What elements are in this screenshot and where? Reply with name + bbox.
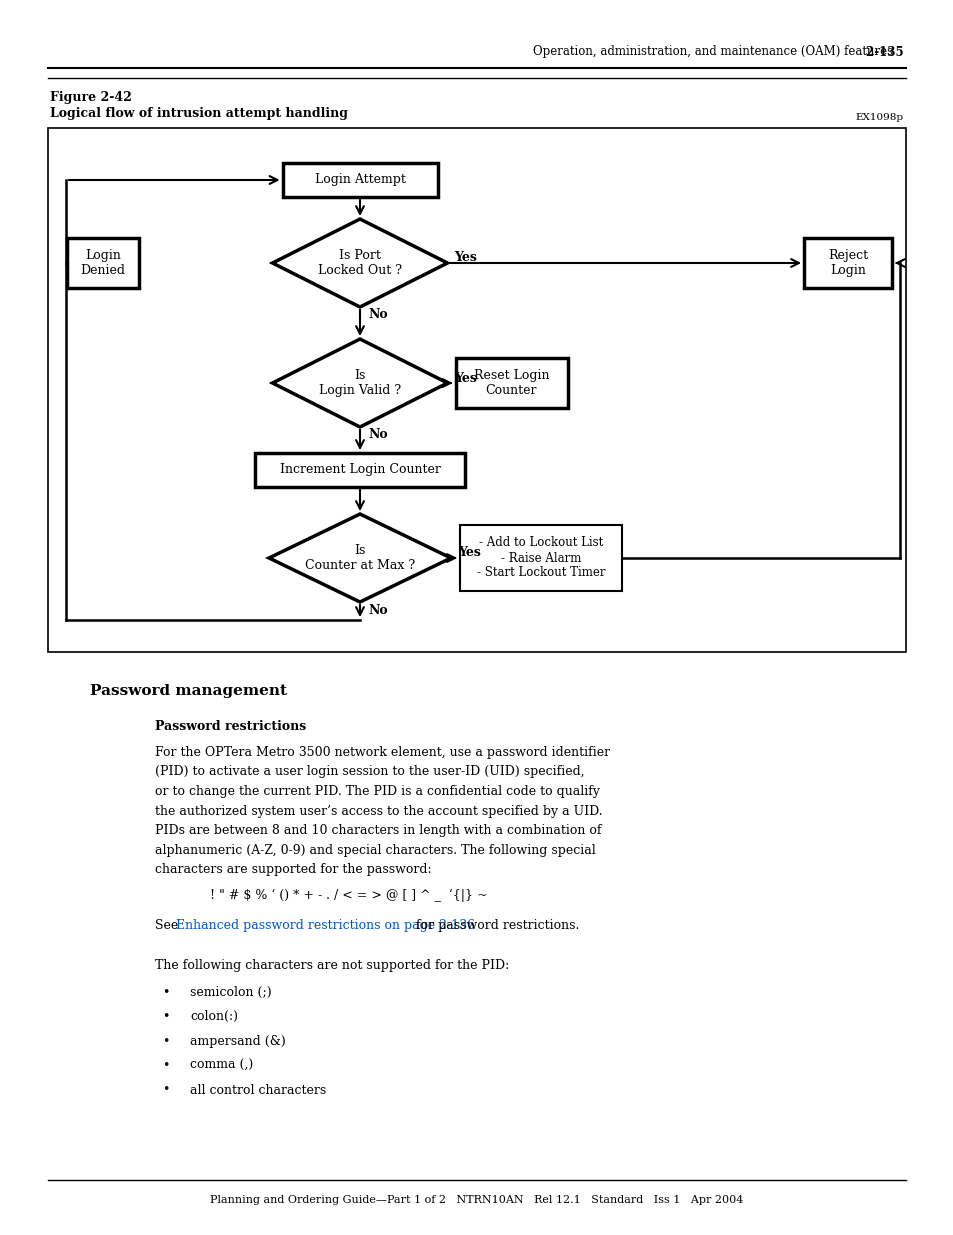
Polygon shape [273,219,447,308]
Text: Password management: Password management [90,684,287,698]
Text: No: No [368,604,387,616]
Text: •: • [162,1058,170,1072]
Text: Enhanced password restrictions on page 2-136: Enhanced password restrictions on page 2… [176,919,475,931]
Text: Login Attempt: Login Attempt [314,173,405,186]
Text: ampersand (&): ampersand (&) [190,1035,286,1047]
Text: alphanumeric (A-Z, 0-9) and special characters. The following special: alphanumeric (A-Z, 0-9) and special char… [154,844,595,857]
Text: •: • [162,986,170,999]
Text: Operation, administration, and maintenance (OAM) features: Operation, administration, and maintenan… [532,46,903,58]
Text: Password restrictions: Password restrictions [154,720,306,734]
Text: Is Port
Locked Out ?: Is Port Locked Out ? [317,249,401,277]
Text: Figure 2-42: Figure 2-42 [50,91,132,105]
Text: 2-135: 2-135 [569,46,903,58]
Text: - Add to Lockout List
- Raise Alarm
- Start Lockout Timer: - Add to Lockout List - Raise Alarm - St… [476,536,604,579]
Text: •: • [162,1035,170,1047]
Text: Yes: Yes [454,372,476,384]
Text: Yes: Yes [454,252,476,264]
Text: Is
Counter at Max ?: Is Counter at Max ? [305,543,415,572]
Text: Logical flow of intrusion attempt handling: Logical flow of intrusion attempt handli… [50,107,348,121]
Text: No: No [368,309,387,321]
Text: The following characters are not supported for the PID:: The following characters are not support… [154,958,509,972]
Text: Login
Denied: Login Denied [80,249,126,277]
Text: No: No [368,429,387,441]
Text: PIDs are between 8 and 10 characters in length with a combination of: PIDs are between 8 and 10 characters in … [154,824,601,837]
Text: semicolon (;): semicolon (;) [190,986,272,999]
Bar [803,238,891,288]
Text: Planning and Ordering Guide—Part 1 of 2   NTRN10AN   Rel 12.1   Standard   Iss 1: Planning and Ordering Guide—Part 1 of 2 … [210,1195,743,1205]
Text: (PID) to activate a user login session to the user-ID (UID) specified,: (PID) to activate a user login session t… [154,766,584,778]
Text: Reject
Login: Reject Login [827,249,867,277]
Text: For the OPTera Metro 3500 network element, use a password identifier: For the OPTera Metro 3500 network elemen… [154,746,610,760]
Text: all control characters: all control characters [190,1083,326,1097]
Text: Reset Login
Counter: Reset Login Counter [474,369,549,396]
Bar [254,453,464,487]
Bar [459,525,621,592]
Text: Increment Login Counter: Increment Login Counter [279,463,440,477]
Text: or to change the current PID. The PID is a confidential code to qualify: or to change the current PID. The PID is… [154,785,599,798]
Text: •: • [162,1083,170,1097]
Text: colon(:): colon(:) [190,1010,237,1023]
Text: the authorized system user’s access to the account specified by a UID.: the authorized system user’s access to t… [154,804,602,818]
Bar [48,128,905,652]
Text: Is
Login Valid ?: Is Login Valid ? [318,369,400,396]
Bar [455,358,567,408]
Text: ! " # $ % ‘ () * + - . / < = > @ [ ] ^ _  ‘{|} ~: ! " # $ % ‘ () * + - . / < = > @ [ ] ^ _… [210,888,487,902]
Text: •: • [162,1010,170,1023]
Text: characters are supported for the password:: characters are supported for the passwor… [154,863,431,876]
Text: EX1098p: EX1098p [855,114,903,122]
Bar [282,163,437,198]
Text: See: See [154,919,182,931]
Text: for password restrictions.: for password restrictions. [412,919,578,931]
Text: Yes: Yes [457,547,480,559]
Polygon shape [269,514,451,601]
Text: comma (,): comma (,) [190,1058,253,1072]
Bar [67,238,139,288]
Polygon shape [273,338,447,427]
